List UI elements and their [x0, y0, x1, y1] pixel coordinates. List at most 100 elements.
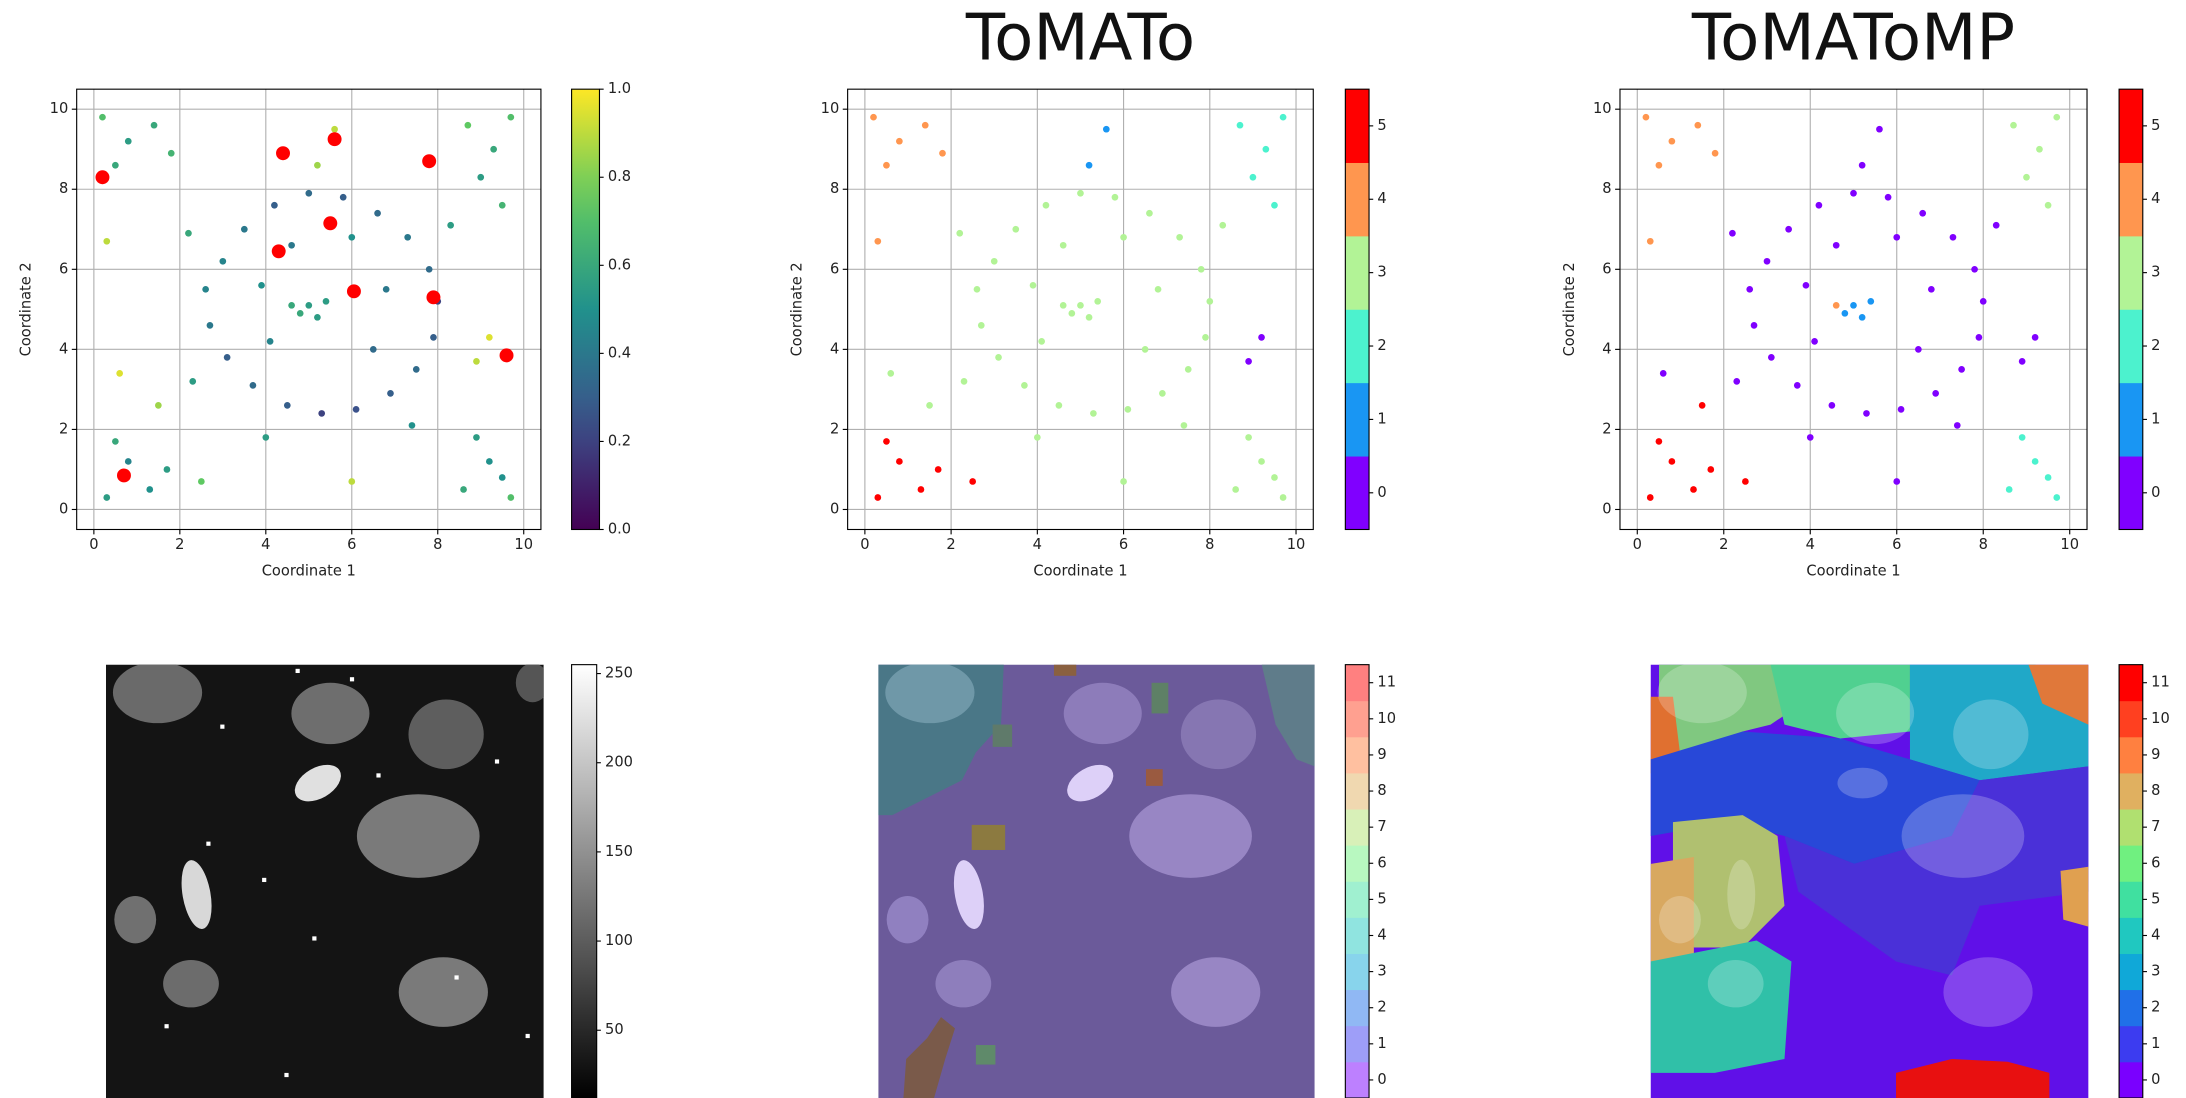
colorbar-tick-label: 10: [2151, 710, 2170, 727]
colorbar-band: [1345, 89, 1370, 163]
point: [2018, 434, 2026, 441]
point: [939, 149, 946, 157]
nucleus: [1129, 794, 1252, 878]
point: [412, 366, 420, 373]
point: [969, 478, 977, 485]
x-tick-label: 0: [860, 536, 869, 553]
point: [404, 233, 412, 241]
point: [1958, 366, 1965, 373]
point: [1802, 281, 1810, 289]
x-tick-label: 8: [433, 536, 442, 553]
point: [1279, 494, 1287, 501]
x-tick-label: 2: [175, 536, 184, 553]
colorbar-frame: [1344, 664, 1370, 1098]
point: [1858, 313, 1866, 321]
point: [1085, 313, 1093, 321]
point: [1915, 346, 1922, 353]
colorbar-band: [2119, 235, 2143, 310]
x-tick-label: 10: [2060, 536, 2079, 553]
colorbar-band: [2119, 309, 2143, 384]
point: [314, 161, 321, 169]
point: [887, 370, 895, 377]
point: [956, 229, 964, 237]
point: [163, 466, 171, 473]
y-tick-label: 2: [59, 420, 68, 437]
point: [331, 125, 338, 133]
point: [296, 309, 304, 317]
point: [1690, 486, 1697, 493]
point: [460, 486, 467, 493]
point: [103, 494, 111, 501]
point: [1033, 434, 1041, 441]
segment: [1672, 815, 1785, 948]
colorbar-tick-label: 11: [2151, 674, 2170, 691]
segment: [1151, 682, 1169, 714]
x-axis-label: Coordinate 1: [1806, 562, 1900, 579]
colorbar-frame: [1344, 88, 1370, 531]
point: [276, 146, 290, 161]
colorbar-tick-label: 8: [2151, 782, 2160, 799]
point: [1832, 241, 1840, 249]
colorbar-tick-label: 2: [2151, 337, 2160, 354]
colorbar-band: [1345, 917, 1370, 954]
point: [249, 382, 257, 389]
point: [223, 354, 231, 361]
point: [426, 290, 441, 305]
nucleus: [112, 664, 203, 724]
point: [896, 458, 903, 465]
colorbar-band: [2119, 881, 2143, 918]
colorbar-band: [2119, 809, 2143, 846]
point: [990, 257, 998, 265]
colorbar-band: [2119, 1061, 2143, 1098]
y-tick-label: 8: [830, 180, 839, 197]
point: [112, 161, 119, 169]
colorbar-tick-label: 5: [1377, 890, 1386, 907]
point: [1746, 285, 1754, 293]
colorbar-tick-label: 0: [1377, 484, 1386, 501]
point: [1850, 189, 1857, 197]
point: [422, 154, 437, 169]
y-axis-label: Coordinate 2: [17, 262, 34, 356]
point: [883, 161, 890, 169]
x-tick-label: 6: [347, 536, 356, 553]
point: [477, 173, 485, 181]
point: [1029, 281, 1037, 289]
point: [1858, 161, 1866, 169]
point: [1124, 406, 1132, 413]
point: [1249, 173, 1257, 181]
point: [112, 438, 119, 445]
point: [874, 494, 882, 501]
point: [1893, 233, 1901, 241]
point: [1932, 390, 1940, 397]
y-axis-label: Coordinate 2: [788, 262, 805, 356]
segment: [1053, 664, 1077, 676]
point: [1068, 309, 1076, 317]
colorbar: [571, 89, 600, 530]
point: [1111, 193, 1119, 201]
colorbar-band: [1345, 162, 1370, 237]
y-tick-label: 2: [1602, 420, 1611, 437]
point: [921, 121, 929, 129]
point: [1262, 145, 1270, 153]
y-tick-label: 10: [1593, 100, 1612, 117]
colorbar-tick-label: 7: [1377, 818, 1386, 835]
point: [926, 402, 933, 409]
colorbar-band: [2119, 162, 2143, 237]
point: [1655, 161, 1663, 169]
point: [189, 378, 197, 385]
point: [1897, 406, 1905, 413]
point: [1271, 201, 1278, 209]
nucleus: [1067, 764, 1114, 802]
point: [95, 170, 110, 185]
colorbar-band: [1345, 382, 1370, 457]
tomato-segmentation: [878, 664, 1315, 1098]
point: [1729, 229, 1736, 237]
y-tick-label: 8: [1602, 180, 1611, 197]
chart-title: ToMAToMP: [1691, 0, 2015, 75]
point: [206, 322, 214, 329]
point: [288, 301, 295, 309]
colorbar-band: [2119, 953, 2143, 991]
point: [1832, 301, 1840, 309]
point: [1707, 466, 1715, 473]
